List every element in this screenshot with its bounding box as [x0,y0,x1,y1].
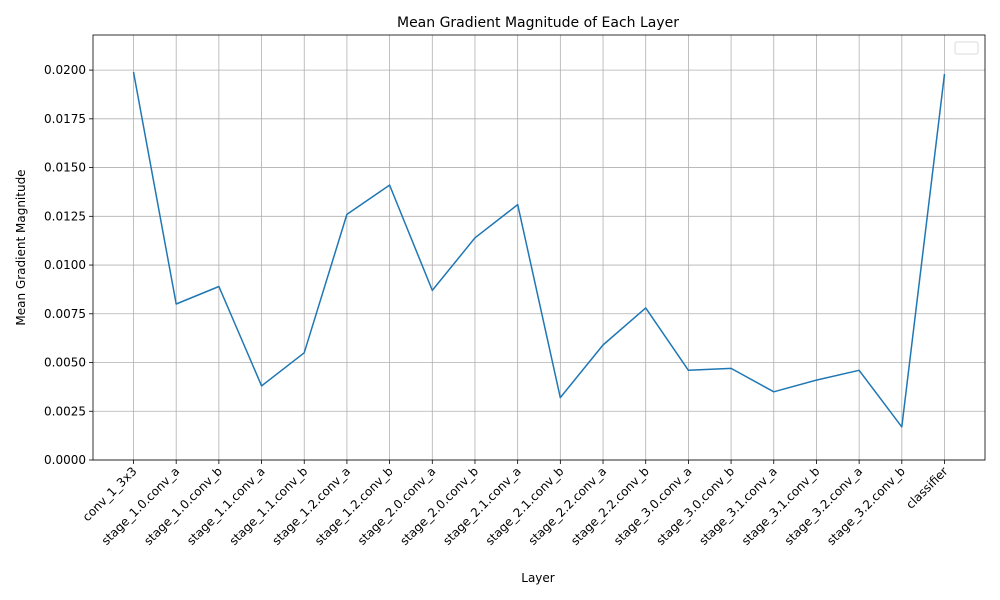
x-tick-label: classifier [903,464,950,511]
chart-title: Mean Gradient Magnitude of Each Layer [397,15,679,31]
y-tick-label: 0.0100 [44,258,86,272]
x-tick-label: stage_3.0.conv_b [653,464,737,548]
series-layer [132,71,946,428]
x-tick-label: stage_2.0.conv_a [355,464,439,548]
x-tick-label: stage_1.1.conv_b [227,464,311,548]
y-tick-label: 0.0150 [44,161,86,175]
x-tick-label: stage_3.1.conv_b [739,464,823,548]
x-tick-label: stage_2.2.conv_a [526,464,610,548]
y-axis-ticks: 0.0000 0.0025 0.0050 0.0075 0.0100 0.0125 0.01… [44,63,93,467]
y-tick-label: 0.0200 [44,63,86,77]
x-tick-label: stage_1.0.conv_b [141,464,225,548]
x-axis-label: Layer [521,571,555,585]
plot-frame [92,34,986,461]
x-tick-label: stage_3.2.conv_b [824,464,908,548]
x-tick-label: stage_1.0.conv_a [99,464,183,548]
x-axis-ticks: conv_1_3x3stage_1.0.conv_astage_1.0.conv… [80,460,951,548]
x-tick-label: stage_3.1.conv_a [696,464,780,548]
x-tick-label: stage_1.2.conv_b [312,464,396,548]
x-tick-label: stage_1.1.conv_a [184,464,268,548]
x-tick-label: stage_2.1.conv_a [440,464,524,548]
y-tick-label: 0.0050 [44,356,86,370]
y-tick-label: 0.0175 [44,112,86,126]
series-line [132,71,946,428]
x-tick-label: stage_2.2.conv_b [568,464,652,548]
x-grid [133,35,945,460]
y-axis-label: Mean Gradient Magnitude [14,169,28,325]
y-tick-label: 0.0000 [44,453,86,467]
x-tick-label: stage_3.0.conv_a [611,464,695,548]
y-tick-label: 0.0125 [44,209,86,223]
legend-box [954,41,979,55]
x-tick-label: stage_3.2.conv_a [782,464,866,548]
y-grid [93,69,985,461]
y-tick-label: 0.0075 [44,307,86,321]
x-tick-label: stage_2.0.conv_b [397,464,481,548]
x-tick-label: stage_2.1.conv_b [483,464,567,548]
y-tick-label: 0.0025 [44,404,86,418]
x-tick-label: stage_1.2.conv_a [269,464,353,548]
